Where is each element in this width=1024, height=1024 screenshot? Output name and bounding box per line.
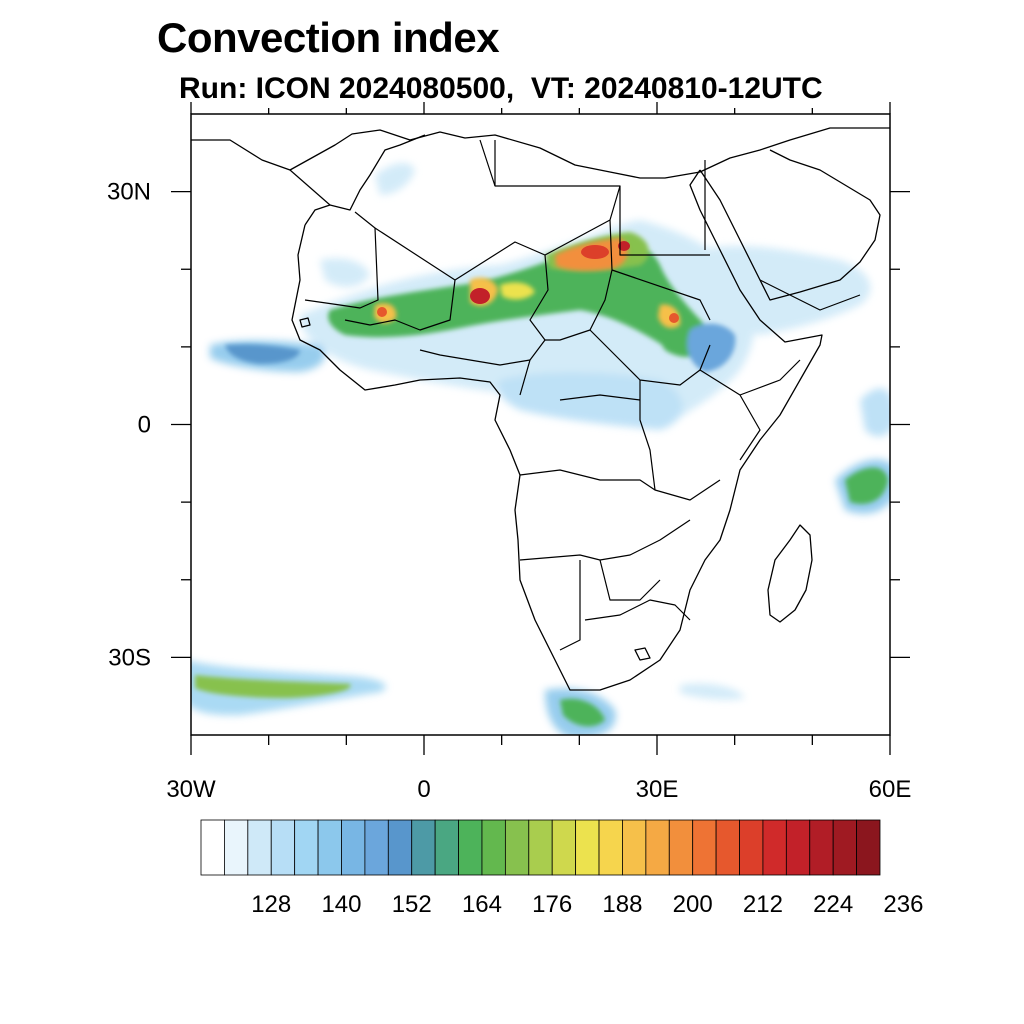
colorbar-swatch [200,819,225,876]
colorbar-swatch [668,819,694,876]
colorbar-label: 188 [602,891,642,918]
colorbar-swatch [622,819,647,876]
axis-labels: 30W 0 30E 60E 30N 0 30S [107,179,911,803]
lon-tick-label: 60E [869,776,912,803]
colorbar-swatch [692,819,717,876]
colorbar-swatch [598,819,623,876]
colorbar [200,819,881,876]
colorbar-swatch [809,819,834,876]
lat-tick-label: 30S [108,644,151,671]
colorbar-label: 224 [813,891,853,918]
colorbar-label: 152 [392,891,432,918]
lon-tick-label: 30E [636,776,679,803]
colorbar-label: 212 [743,891,783,918]
colorbar-swatch [481,819,506,876]
map-frame [190,113,891,736]
colorbar-swatch [411,819,436,876]
colorbar-swatch [504,819,530,876]
page-subtitle: Run: ICON 2024080500, VT: 20240810-12UTC [179,72,823,105]
convection-field [191,163,890,735]
lat-tick-label: 0 [138,412,151,439]
colorbar-swatch [739,819,764,876]
colorbar-swatch [387,819,413,876]
colorbar-swatch [575,819,600,876]
colorbar-swatch [364,819,389,876]
colorbar-swatch [247,819,272,876]
country-borders [289,139,861,651]
map-panel [191,127,890,735]
colorbar-swatch [341,819,366,876]
colorbar-swatch [856,819,881,876]
colorbar-label: 128 [251,891,291,918]
axis-ticks [171,102,910,755]
colorbar-swatch [294,819,319,876]
lon-tick-label: 30W [166,776,216,803]
colorbar-swatch [458,819,483,876]
colorbar-label: 176 [532,891,572,918]
colorbar-swatch [528,819,553,876]
colorbar-swatch [270,819,296,876]
colorbar-swatch [715,819,740,876]
colorbar-label: 140 [321,891,361,918]
colorbar-labels: 128 140 152 164 176 188 200 212 224 236 [251,891,923,918]
page-title: Convection index [157,14,500,61]
colorbar-swatch [645,819,670,876]
colorbar-swatch [434,819,459,876]
colorbar-swatch [317,819,342,876]
colorbar-label: 236 [883,891,923,918]
colorbar-swatch [832,819,857,876]
coastline-outline [191,127,890,691]
lon-tick-label: 0 [417,776,430,803]
colorbar-label: 164 [462,891,502,918]
colorbar-swatch [551,819,577,876]
colorbar-label: 200 [673,891,713,918]
colorbar-swatch [785,819,811,876]
lat-tick-label: 30N [107,179,151,206]
colorbar-swatch [224,819,249,876]
colorbar-swatch [762,819,787,876]
